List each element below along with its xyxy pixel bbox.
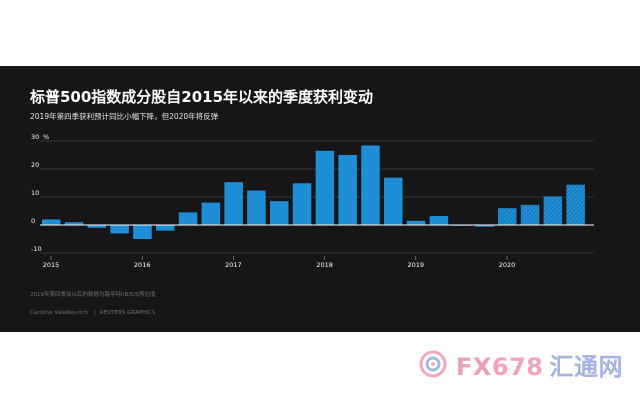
x-tick-label: 2015 xyxy=(43,261,60,269)
credit-line: Caroline Valetkevitch | REUTERS GRAPHICS xyxy=(30,310,155,316)
bar-actual xyxy=(384,177,403,225)
watermark-cn: 汇通网 xyxy=(549,352,624,381)
bar-actual xyxy=(361,145,380,225)
bar-actual xyxy=(42,219,61,225)
bar-actual xyxy=(133,225,152,239)
bar-estimate xyxy=(543,196,563,225)
y-tick-label: 10 xyxy=(31,189,39,197)
bar-actual xyxy=(87,225,107,228)
bar-estimate xyxy=(498,208,517,225)
watermark: FX678 汇通网 xyxy=(418,346,623,382)
watermark-text: FX678 汇通网 xyxy=(456,347,623,382)
y-tick-label: -10 xyxy=(31,245,42,253)
y-tick-label: 30 xyxy=(31,133,39,141)
bar-actual xyxy=(270,201,289,225)
x-tick-label: 2020 xyxy=(499,261,516,269)
x-tick-label: 2018 xyxy=(316,261,333,269)
x-tick-label: 2017 xyxy=(225,261,242,269)
bar-actual xyxy=(338,155,357,225)
bar-estimate xyxy=(475,225,494,227)
x-tick-label: 2019 xyxy=(408,261,425,269)
footnote: 2019年第四季及以后的数据为路孚特I/B/E/S预估值 xyxy=(30,292,156,298)
bar-actual xyxy=(110,225,129,234)
bar-estimate xyxy=(520,204,540,225)
bar-actual xyxy=(64,222,84,225)
watermark-num: 678 xyxy=(491,352,544,381)
bar-actual xyxy=(156,225,175,231)
bar-actual xyxy=(315,150,335,225)
credit-source: REUTERS GRAPHICS xyxy=(99,310,156,316)
fx678-logo-icon xyxy=(419,350,447,378)
bar-estimate xyxy=(566,184,585,225)
y-tick-label: 0 xyxy=(31,217,35,225)
bar-actual xyxy=(247,190,266,225)
bar-actual xyxy=(429,216,449,225)
credit-author: Caroline Valetkevitch xyxy=(30,310,88,316)
chart-subtitle: 2019年第四季获利预计同比小幅下降，但2020年将反弹 xyxy=(30,112,219,121)
bar-actual xyxy=(178,212,198,225)
bar-actual xyxy=(201,202,221,225)
bar-actual xyxy=(224,182,243,225)
bar-actual xyxy=(406,220,426,225)
chart-title: 标普500指数成分股自2015年以来的季度获利变动 xyxy=(30,88,374,106)
y-unit-label: % xyxy=(43,133,49,141)
credit-separator: | xyxy=(94,310,96,316)
bar-actual xyxy=(292,183,312,225)
watermark-fx: FX xyxy=(456,352,492,381)
y-tick-label: 20 xyxy=(31,161,39,169)
x-tick-label: 2016 xyxy=(134,261,151,269)
